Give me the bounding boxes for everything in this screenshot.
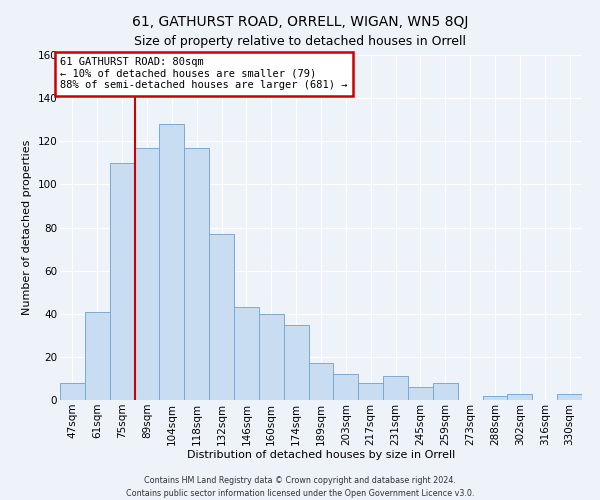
Y-axis label: Number of detached properties: Number of detached properties — [22, 140, 32, 315]
Bar — [160, 124, 184, 400]
Bar — [334, 374, 358, 400]
Bar — [308, 364, 334, 400]
X-axis label: Distribution of detached houses by size in Orrell: Distribution of detached houses by size … — [187, 450, 455, 460]
Text: 61 GATHURST ROAD: 80sqm
← 10% of detached houses are smaller (79)
88% of semi-de: 61 GATHURST ROAD: 80sqm ← 10% of detache… — [61, 57, 348, 90]
Bar — [134, 148, 160, 400]
Bar — [85, 312, 110, 400]
Text: 61, GATHURST ROAD, ORRELL, WIGAN, WN5 8QJ: 61, GATHURST ROAD, ORRELL, WIGAN, WN5 8Q… — [132, 15, 468, 29]
Bar — [284, 324, 308, 400]
Bar — [433, 383, 458, 400]
Bar — [184, 148, 209, 400]
Bar — [408, 387, 433, 400]
Bar — [383, 376, 408, 400]
Bar — [259, 314, 284, 400]
Bar — [482, 396, 508, 400]
Bar — [110, 163, 134, 400]
Bar — [358, 383, 383, 400]
Bar — [508, 394, 532, 400]
Bar — [557, 394, 582, 400]
Bar — [60, 383, 85, 400]
Bar — [209, 234, 234, 400]
Bar — [234, 308, 259, 400]
Text: Size of property relative to detached houses in Orrell: Size of property relative to detached ho… — [134, 35, 466, 48]
Text: Contains HM Land Registry data © Crown copyright and database right 2024.
Contai: Contains HM Land Registry data © Crown c… — [126, 476, 474, 498]
